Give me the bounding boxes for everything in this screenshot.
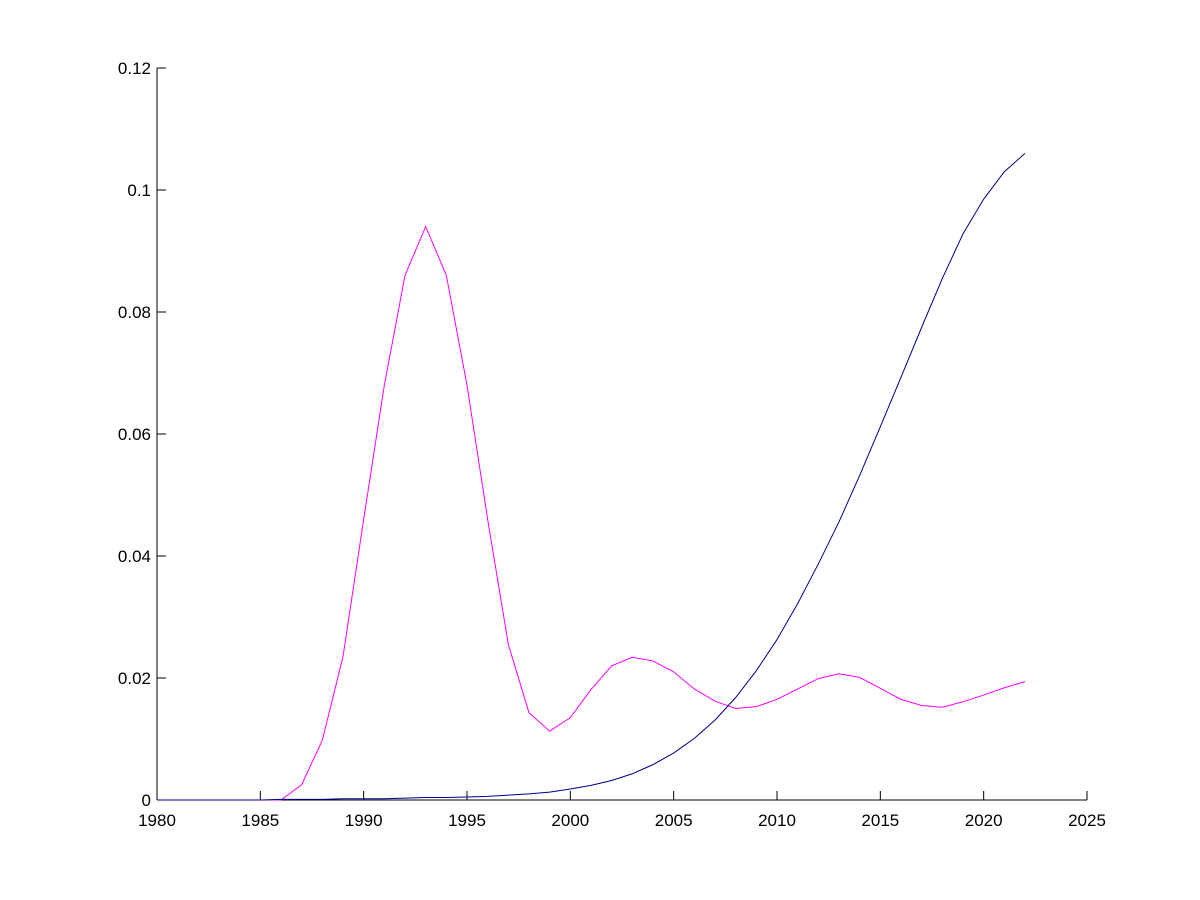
x-tick-label: 2005 bbox=[655, 811, 693, 830]
y-tick-label: 0.04 bbox=[118, 547, 151, 566]
x-tick-label: 2025 bbox=[1068, 811, 1106, 830]
x-tick-label: 1980 bbox=[138, 811, 176, 830]
y-tick-label: 0.1 bbox=[127, 181, 151, 200]
x-tick-label: 1990 bbox=[345, 811, 383, 830]
y-tick-label: 0.12 bbox=[118, 59, 151, 78]
x-tick-label: 2000 bbox=[551, 811, 589, 830]
x-axis-ticks: 1980 1985 1990 1995 2000 2005 2010 2015 2020 2025 bbox=[138, 791, 1106, 830]
y-tick-label: 0.06 bbox=[118, 425, 151, 444]
y-tick-label: 0 bbox=[142, 791, 151, 810]
x-tick-label: 2020 bbox=[965, 811, 1003, 830]
x-tick-label: 2015 bbox=[861, 811, 899, 830]
y-axis-ticks: 0 0.02 0.04 0.06 0.08 0.1 0.12 bbox=[118, 59, 166, 810]
x-tick-label: 1995 bbox=[448, 811, 486, 830]
x-tick-label: 1985 bbox=[241, 811, 279, 830]
x-tick-label: 2010 bbox=[758, 811, 796, 830]
y-tick-label: 0.08 bbox=[118, 303, 151, 322]
series-line-1 bbox=[157, 225, 1026, 801]
y-tick-label: 0.02 bbox=[118, 669, 151, 688]
series-line-2 bbox=[157, 153, 1026, 801]
plot-area bbox=[157, 153, 1026, 801]
